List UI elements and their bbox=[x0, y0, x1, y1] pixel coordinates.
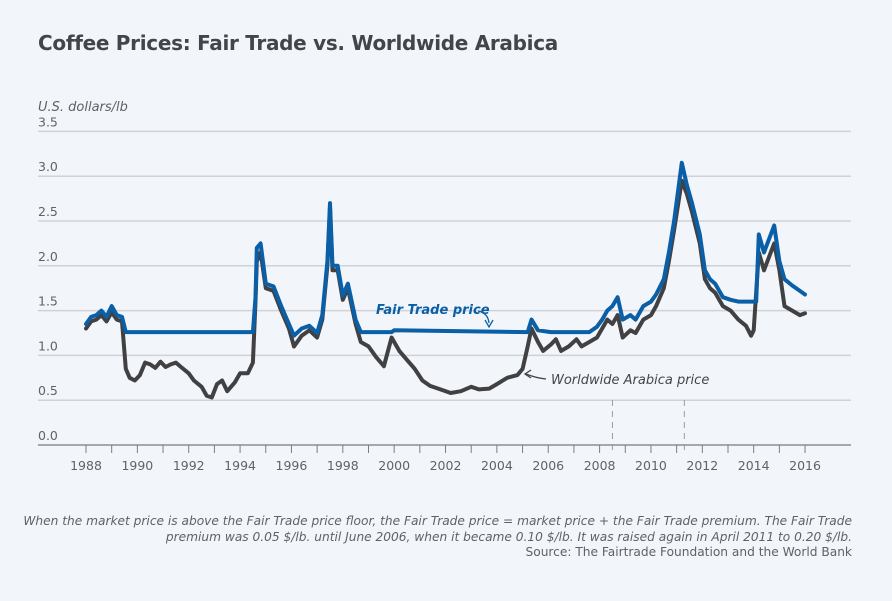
x-tick-label: 2012 bbox=[686, 458, 718, 473]
arabica-line bbox=[84, 178, 807, 400]
arabica-arrow bbox=[525, 373, 547, 380]
fair-trade-annotation: Fair Trade price bbox=[376, 303, 490, 318]
footnote: When the market price is above the Fair … bbox=[23, 514, 852, 544]
fair-trade-line bbox=[84, 160, 807, 338]
series-lines bbox=[84, 160, 807, 400]
y-tick-label: 1.5 bbox=[38, 294, 58, 309]
y-tick-label: 2.5 bbox=[38, 204, 58, 219]
y-tick-label: 3.5 bbox=[38, 114, 58, 129]
x-tick-label: 1992 bbox=[173, 458, 205, 473]
y-tick-labels: 0.0 0.5 1.0 1.5 2.0 2.5 3.0 3.5 bbox=[38, 114, 58, 443]
x-tick-label: 2004 bbox=[481, 458, 513, 473]
x-tick-label: 2010 bbox=[635, 458, 667, 473]
y-axis-label: U.S. dollars/lb bbox=[38, 100, 128, 115]
x-tick-label: 2006 bbox=[532, 458, 564, 473]
y-tick-label: 1.0 bbox=[38, 338, 58, 353]
chart-title: Coffee Prices: Fair Trade vs. Worldwide … bbox=[38, 31, 558, 55]
y-tick-label: 3.0 bbox=[38, 159, 58, 174]
x-tick-label: 1990 bbox=[121, 458, 153, 473]
x-tick-label: 1994 bbox=[224, 458, 256, 473]
arabica-arrowhead bbox=[523, 369, 532, 379]
x-tick-label: 1998 bbox=[327, 458, 359, 473]
gridlines bbox=[38, 130, 851, 401]
x-tick-label: 1988 bbox=[70, 458, 102, 473]
fair-trade-arrowhead bbox=[484, 319, 494, 329]
x-tick-label: 2014 bbox=[738, 458, 770, 473]
reference-lines bbox=[611, 400, 685, 451]
y-tick-label: 2.0 bbox=[38, 249, 58, 264]
y-tick-label: 0.0 bbox=[38, 428, 58, 443]
y-tick-label: 0.5 bbox=[38, 383, 58, 398]
fair-trade-arrow bbox=[477, 310, 490, 324]
x-tick-label: 2016 bbox=[789, 458, 821, 473]
x-tick-label: 2000 bbox=[378, 458, 410, 473]
x-tick-label: 2002 bbox=[430, 458, 462, 473]
annotations: Fair Trade price Worldwide Arabica price bbox=[376, 303, 709, 388]
x-tick-label: 1996 bbox=[276, 458, 308, 473]
x-tick-label: 2008 bbox=[584, 458, 616, 473]
source-note: Source: The Fairtrade Foundation and the… bbox=[525, 545, 853, 559]
x-axis: 1988 1990 1992 1994 1996 1998 2000 2002 2004 2006… bbox=[38, 444, 851, 473]
arabica-annotation: Worldwide Arabica price bbox=[551, 373, 709, 388]
